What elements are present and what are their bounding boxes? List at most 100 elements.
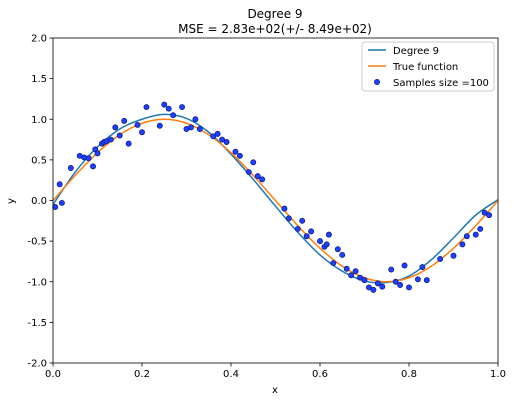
sample-point xyxy=(161,101,168,108)
sample-point xyxy=(232,148,239,155)
sample-point xyxy=(303,233,310,240)
sample-point xyxy=(94,150,101,157)
series-line-1 xyxy=(52,118,499,283)
legend-label-degree9: Degree 9 xyxy=(393,46,439,57)
sample-point xyxy=(156,122,163,129)
sample-point xyxy=(121,117,128,124)
y-axis-label: y xyxy=(6,198,17,204)
sample-point xyxy=(459,241,466,248)
sample-point xyxy=(472,231,479,238)
sample-point xyxy=(259,176,266,183)
y-tick-label: -0.5 xyxy=(27,237,47,248)
y-tick-label: -2.0 xyxy=(27,359,47,370)
y-tick-label: 2.0 xyxy=(31,34,47,45)
sample-point xyxy=(134,121,141,128)
sample-point xyxy=(107,136,114,143)
sample-point xyxy=(250,159,257,166)
chart-title: Degree 9 xyxy=(247,7,302,21)
sample-point xyxy=(339,251,346,258)
sample-point xyxy=(179,104,185,111)
sample-point xyxy=(56,181,63,188)
legend: Degree 9 True function Samples size =100 xyxy=(361,41,495,92)
legend-label-samples: Samples size =100 xyxy=(393,78,489,89)
sample-point xyxy=(352,268,359,275)
sample-point xyxy=(294,225,301,232)
y-tick-label: 1.5 xyxy=(31,74,47,85)
legend-swatch-samples xyxy=(374,79,380,85)
x-tick-label: 0.2 xyxy=(134,369,150,380)
sample-point xyxy=(450,252,457,259)
x-tick-label: 0.0 xyxy=(45,369,61,380)
sample-point xyxy=(165,105,172,112)
sample-point xyxy=(254,173,261,180)
sample-point xyxy=(245,169,252,176)
sample-point xyxy=(223,139,230,145)
sample-point xyxy=(388,266,395,273)
x-tick-label: 0.8 xyxy=(401,369,417,380)
plot-area xyxy=(52,101,499,293)
sample-point xyxy=(361,277,368,284)
sample-point xyxy=(325,231,332,238)
sample-point xyxy=(486,212,493,219)
sample-point xyxy=(192,116,199,123)
sample-point xyxy=(348,272,355,279)
sample-point xyxy=(397,282,404,288)
sample-point xyxy=(463,233,470,240)
x-tick-label: 0.4 xyxy=(223,369,239,380)
sample-point xyxy=(423,277,430,284)
y-tick-label: 0.5 xyxy=(31,155,47,166)
sample-point xyxy=(419,264,426,271)
sample-point xyxy=(236,152,243,159)
sample-point xyxy=(139,129,145,136)
series-line-0 xyxy=(52,113,499,284)
sample-point xyxy=(437,256,444,262)
y-tick-label: -1.0 xyxy=(27,277,47,288)
legend-box xyxy=(361,41,495,92)
legend-label-true-function: True function xyxy=(392,62,458,73)
sample-point xyxy=(112,124,119,131)
sample-point xyxy=(116,132,123,139)
sample-point xyxy=(370,286,377,293)
axes: 0.0 0.2 0.4 0.6 0.8 1.0 -2.0 -1.5 -1.0 -0.5 0.0 0.5… xyxy=(27,34,505,381)
sample-point xyxy=(196,126,203,132)
sample-point xyxy=(90,163,97,170)
sample-point xyxy=(357,274,363,281)
sample-point xyxy=(143,104,150,111)
sample-point xyxy=(330,260,337,267)
y-tick-label: 1.0 xyxy=(31,115,47,126)
x-tick-label: 1.0 xyxy=(490,369,506,380)
sample-point xyxy=(285,215,292,222)
sample-point xyxy=(210,133,217,140)
y-tick-label: -1.5 xyxy=(27,318,47,329)
sample-point xyxy=(317,238,323,245)
sample-point xyxy=(401,262,408,269)
sample-point xyxy=(58,199,65,206)
sample-point xyxy=(308,228,315,235)
chart-subtitle: MSE = 2.83e+02(+/- 8.49e+02) xyxy=(178,22,372,36)
sample-point xyxy=(281,205,288,212)
sample-point xyxy=(214,130,221,137)
sample-point xyxy=(406,284,412,291)
sample-point xyxy=(374,280,381,287)
x-axis-label: x xyxy=(272,385,278,396)
sample-point xyxy=(334,246,341,253)
sample-point xyxy=(481,209,488,216)
sample-point xyxy=(52,204,59,210)
sample-point xyxy=(125,140,132,147)
sample-point xyxy=(379,283,386,290)
sample-point xyxy=(366,284,372,291)
sample-point xyxy=(67,165,74,171)
sample-point xyxy=(187,124,194,131)
sample-point xyxy=(299,217,306,224)
x-tick-label: 0.6 xyxy=(312,369,328,380)
sample-point xyxy=(477,225,484,232)
sample-point xyxy=(170,112,177,119)
sample-point xyxy=(85,155,92,162)
y-tick-label: 0.0 xyxy=(31,196,47,207)
sample-point xyxy=(414,276,421,283)
sample-point xyxy=(323,241,330,248)
sample-point xyxy=(219,136,226,143)
sample-point xyxy=(343,265,350,272)
sample-point xyxy=(392,278,399,285)
